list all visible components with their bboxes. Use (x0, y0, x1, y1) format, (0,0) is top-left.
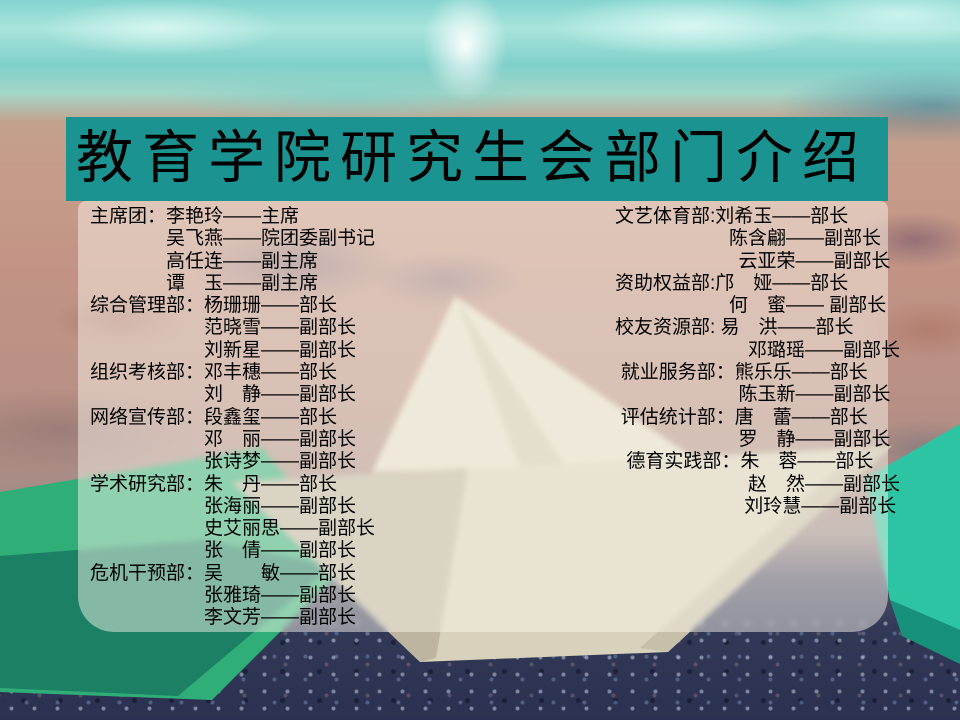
roster-line: 赵 然——副部长 (748, 473, 901, 495)
roster-line: 德育实践部：朱 蓉——部长 (626, 451, 874, 473)
slide-title: 教育学院研究生会部门介绍 (76, 127, 868, 190)
roster-line: 主席团：李艳玲——主席 (90, 206, 300, 227)
roster-line: 资助权益部:邝 娅——部长 (615, 272, 849, 294)
roster-line: 就业服务部：熊乐乐——部长 (620, 362, 868, 384)
roster-column-right: 文艺体育部:刘希玉——部长 陈含翩——副部长 云亚荣——副部长 资助权益部:邝 娅——… (615, 206, 900, 518)
roster-line: 文艺体育部:刘希玉——部长 (615, 206, 849, 227)
roster-line: 刘玲慧——副部长 (744, 495, 897, 517)
roster-line: 张 倩——副部长 (204, 540, 357, 562)
roster-line: 罗 静——副部长 (738, 428, 891, 450)
roster-line: 网络宣传部：段鑫玺——部长 (90, 406, 338, 428)
roster-line: 组织考核部：邓丰穗——部长 (90, 362, 338, 384)
content-panel: 主席团：李艳玲——主席 吴飞燕——院团委副书记 高任连——副主席谭 玉——副主席 综合… (78, 201, 900, 632)
roster-line: 史艾丽思——副部长 (204, 518, 376, 540)
roster-line: 陈玉新——副部长 (738, 384, 891, 406)
roster-column-left: 主席团：李艳玲——主席 吴飞燕——院团委副书记 高任连——副主席谭 玉——副主席 综合… (90, 206, 375, 630)
roster-line: 张海丽——副部长 (204, 495, 357, 517)
roster-line: 邓璐瑶——副部长 (748, 339, 901, 361)
roster-line: 危机干预部：吴 敏——部长 (90, 562, 357, 584)
roster-line: 邓 丽——副部长 (204, 428, 357, 450)
roster-line: 云亚荣——副部长 (738, 250, 891, 272)
paper-boat-teal (866, 424, 960, 630)
roster-line: 吴飞燕——院团委副书记 (166, 228, 376, 250)
roster-line: 陈含翩——副部长 (729, 228, 882, 250)
roster-line: 评估统计部：唐 蕾——部长 (620, 406, 868, 428)
roster-line: 刘 静——副部长 (204, 384, 357, 406)
roster-line: 校友资源部: 易 洪——部长 (615, 317, 854, 339)
roster-line: 谭 玉——副主席 (166, 272, 319, 294)
roster-line: 何 蜜—— 副部长 (729, 295, 887, 317)
roster-line: 学术研究部：朱 丹——部长 (90, 473, 338, 495)
roster-line: 张雅琦——副部长 (204, 585, 357, 607)
roster-line: 高任连——副主席 (166, 250, 319, 272)
roster-line: 张诗梦——副部长 (204, 451, 357, 473)
paper-boat-teal-shade (890, 600, 960, 664)
roster-line: 刘新星——副部长 (204, 339, 357, 361)
title-banner: 教育学院研究生会部门介绍 (66, 117, 888, 201)
roster-line: 范晓雪——副部长 (204, 317, 357, 339)
roster-line: 李文芳——副部长 (204, 607, 357, 629)
roster-line: 综合管理部：杨珊珊——部长 (90, 295, 338, 317)
